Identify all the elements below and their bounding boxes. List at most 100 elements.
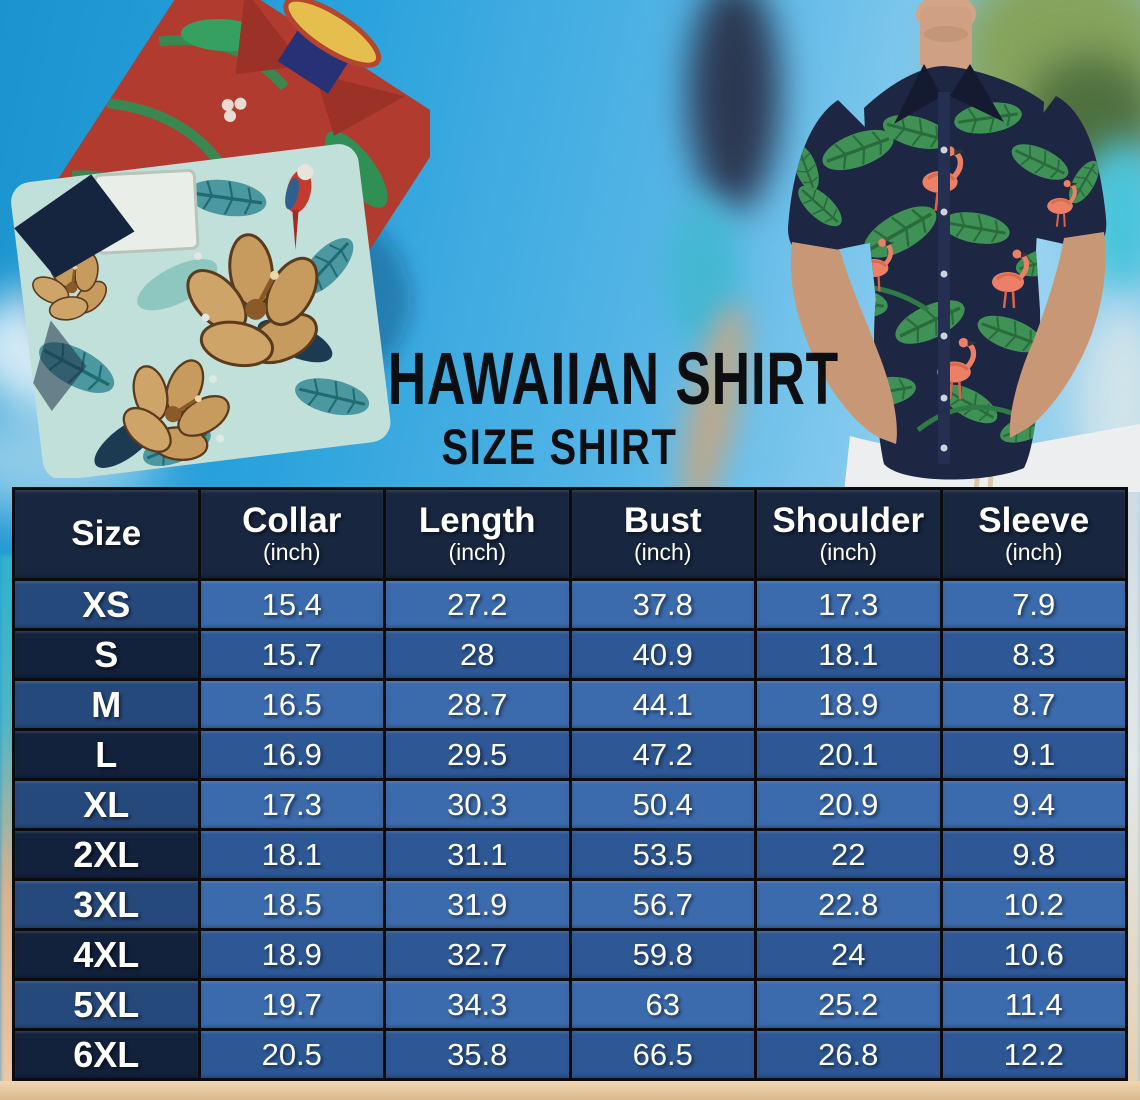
sleeve-cell: 8.3 [939,628,1128,681]
table-row-5xl: 5XL 19.7 34.3 63 25.2 11.4 [12,978,1128,1031]
column-header-collar: Collar (inch) [197,487,386,581]
sleeve-cell: 10.2 [939,878,1128,931]
size-chart-table: Size Collar (inch) Length (inch) Bust (i… [12,487,1128,1081]
column-header-length: Length (inch) [383,487,572,581]
buttons [940,146,948,452]
table-row-xl: XL 17.3 30.3 50.4 20.9 9.4 [12,778,1128,831]
collar-cell: 16.9 [197,728,386,781]
beach-edge-blur [1125,480,1140,1100]
column-header-shoulder: Shoulder (inch) [754,487,943,581]
shoulder-cell: 26.8 [754,1028,943,1081]
collar-cell: 17.3 [197,778,386,831]
shoulder-cell: 20.9 [754,778,943,831]
shoulder-cell: 18.9 [754,678,943,731]
size-cell: 2XL [12,828,201,881]
column-unit: (inch) [819,539,877,566]
collar-cell: 19.7 [197,978,386,1031]
sleeve-cell: 9.8 [939,828,1128,881]
beach-edge-blur [0,555,15,1100]
bust-cell: 44.1 [568,678,757,731]
collar [894,64,942,124]
flamingo-shirt [788,64,1107,480]
sleeve-cell: 8.7 [939,678,1128,731]
table-row-2xl: 2XL 18.1 31.1 53.5 22 9.8 [12,828,1128,881]
bust-cell: 47.2 [568,728,757,781]
sleeve-cell: 12.2 [939,1028,1128,1081]
shoulder-cell: 22 [754,828,943,881]
size-cell: M [12,678,201,731]
sleeve-cell: 7.9 [939,578,1128,631]
teal-shirt-print [16,164,375,483]
bust-cell: 40.9 [568,628,757,681]
collar-cell: 20.5 [197,1028,386,1081]
column-label: Sleeve [978,501,1090,541]
table-row-l: L 16.9 29.5 47.2 20.1 9.1 [12,728,1128,781]
palm-trunk-blur [688,0,780,211]
column-unit: (inch) [262,539,321,566]
headline: HAWAIIAN SHIRT SIZE SHIRT [300,342,838,473]
length-cell: 34.3 [383,978,572,1031]
parrot [285,164,314,250]
length-cell: 27.2 [383,578,572,631]
table-row-m: M 16.5 28.7 44.1 18.9 8.7 [12,678,1128,731]
shoulder-cell: 18.1 [754,628,943,681]
sand-strip [0,1081,1140,1100]
length-cell: 31.9 [383,878,572,931]
size-cell: 3XL [12,878,201,931]
model-photo [688,0,1140,493]
left-arm [790,242,897,444]
column-unit: (inch) [633,539,692,566]
neck-shadow [924,26,968,42]
column-label: Length [418,501,536,541]
red-shirt-neck-label [277,29,349,94]
table-row-4xl: 4XL 18.9 32.7 59.8 24 10.6 [12,928,1128,981]
table-row-xs: XS 15.4 27.2 37.8 17.3 7.9 [12,578,1128,631]
teal-shirt-fold [33,320,87,411]
size-cell: L [12,728,201,781]
table-row-3xl: 3XL 18.5 31.9 56.7 22.8 10.2 [12,878,1128,931]
collar-cell: 18.9 [197,928,386,981]
shoulder-cell: 24 [754,928,943,981]
column-label: Size [71,514,142,554]
bust-cell: 53.5 [568,828,757,881]
column-header-sleeve: Sleeve (inch) [939,487,1128,581]
collar-cell: 15.4 [197,578,386,631]
shoulder-cell: 20.1 [754,728,943,781]
size-cell: 4XL [12,928,201,981]
sleeve-cell: 9.4 [939,778,1128,831]
right-arm [1009,232,1106,438]
size-cell: XS [12,578,201,631]
model-illustration [788,0,1140,493]
length-cell: 28.7 [383,678,572,731]
collar-cell: 15.7 [197,628,386,681]
size-cell: 5XL [12,978,201,1031]
length-cell: 29.5 [383,728,572,781]
size-chart-body: XS 15.4 27.2 37.8 17.3 7.9 S 15.7 28 40.… [12,578,1128,1081]
sleeve-cell: 9.1 [939,728,1128,781]
column-unit: (inch) [448,539,506,566]
length-cell: 35.8 [383,1028,572,1081]
bust-cell: 66.5 [568,1028,757,1081]
table-row-6xl: 6XL 20.5 35.8 66.5 26.8 12.2 [12,1028,1128,1081]
length-cell: 32.7 [383,928,572,981]
sleeve-cell: 11.4 [939,978,1128,1031]
shoulder-cell: 25.2 [754,978,943,1031]
collar-cell: 18.5 [197,878,386,931]
bust-cell: 50.4 [568,778,757,831]
size-chart-header: Size Collar (inch) Length (inch) Bust (i… [12,487,1128,581]
bust-cell: 63 [568,978,757,1031]
sleeve-cell: 10.6 [939,928,1128,981]
shoulder-cell: 17.3 [754,578,943,631]
bust-cell: 59.8 [568,928,757,981]
column-header-size: Size [12,487,201,581]
column-header-bust: Bust (inch) [568,487,757,581]
collar [950,64,1004,122]
column-label: Shoulder [772,501,925,541]
size-cell: S [12,628,201,681]
teal-shirt-collar [14,174,135,278]
page-title: HAWAIIAN SHIRT [387,337,839,420]
size-cell: XL [12,778,201,831]
folded-shirts-illustration [11,0,445,483]
folded-shirts-photo [6,0,445,483]
